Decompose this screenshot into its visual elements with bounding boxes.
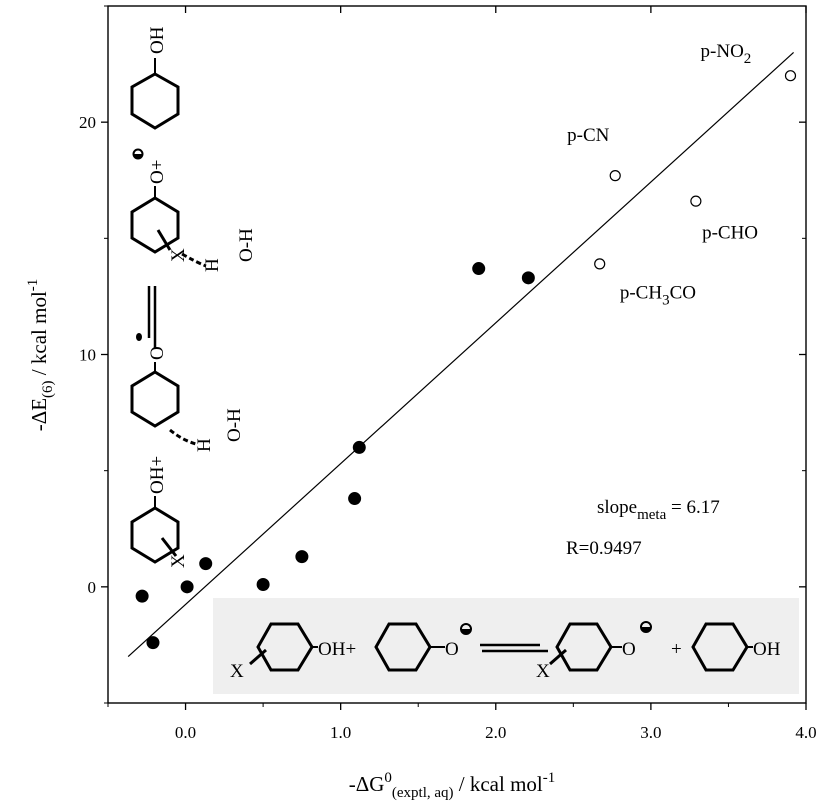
h-label: H [194, 438, 215, 452]
data-point-filled [348, 492, 362, 506]
data-point-filled [352, 440, 366, 454]
radical-dot-fill-icon [134, 154, 142, 158]
oh-label: OH [753, 639, 781, 660]
radical-dot-icon [132, 148, 144, 160]
o-label: O [622, 639, 636, 660]
point-label: p-CN [567, 125, 610, 146]
x-tick-label: 3.0 [640, 723, 661, 742]
x-tick-label: 0.0 [175, 723, 196, 742]
r-annotation: R=0.9497 [566, 538, 642, 559]
horizontal-reaction-scheme: X OH+ O X O + OH [213, 598, 799, 694]
y-tick-label: 20 [79, 113, 96, 132]
y-tick-label: 10 [79, 346, 96, 365]
o-label: O [147, 346, 168, 360]
stats-annotation: slopemeta = 6.17 R=0.9497 [566, 497, 720, 559]
x-axis-title: -ΔG0(exptl, aq) / kcal mol-1 [349, 770, 556, 801]
x-tick-label: 1.0 [330, 723, 351, 742]
x-label: X [230, 661, 244, 682]
data-point-filled [521, 271, 535, 285]
oh-label: OH [147, 26, 168, 54]
data-point-filled [472, 262, 486, 276]
oh-plus-label: OH+ [147, 456, 168, 494]
oh-vertical-label: O-H [236, 228, 257, 262]
oh-vertical-label: O-H [224, 408, 245, 442]
data-point-filled [146, 636, 160, 650]
data-point-filled [135, 589, 149, 603]
h-label: H [202, 258, 223, 272]
benzene-ring-icon [130, 72, 180, 130]
x-label: X [536, 661, 550, 682]
data-point-filled [199, 557, 213, 571]
benzene-ring-icon [130, 196, 180, 254]
data-point-open [594, 258, 606, 270]
x-tick-label: 2.0 [485, 723, 506, 742]
benzene-ring-icon [130, 506, 180, 564]
data-point-open [609, 170, 621, 182]
x-label: X [168, 248, 189, 262]
o-plus-label: O+ [147, 160, 168, 184]
y-tick-label: 0 [88, 578, 97, 597]
oh-plus-label: OH+ [318, 639, 356, 660]
data-point-filled [180, 580, 194, 594]
vertical-reaction-scheme: OH O+ X H O-H O H O-H OH+ X [130, 26, 257, 568]
y-axis-title: -ΔE(6) / kcal mol-1 [25, 279, 56, 432]
radical-dot-icon [136, 333, 142, 341]
data-point-open [784, 70, 797, 82]
point-labels: p-NO2 p-CN p-CHO p-CH3CO [567, 41, 758, 309]
axis-ticks: 0.0 1.0 2.0 3.0 4.0 0 10 20 [79, 5, 817, 742]
fit-line [127, 52, 794, 657]
x-label: X [168, 554, 189, 568]
point-label: p-CH3CO [620, 283, 696, 309]
slope-annotation: slopemeta = 6.17 [597, 497, 720, 523]
plus-label: + [671, 639, 682, 660]
o-label: O [445, 639, 459, 660]
data-point-open [690, 195, 702, 207]
data-points [135, 70, 797, 650]
x-tick-label: 4.0 [795, 723, 816, 742]
data-point-filled [295, 550, 309, 564]
point-label: p-NO2 [701, 41, 752, 67]
benzene-ring-icon [130, 370, 180, 428]
point-label: p-CHO [702, 222, 758, 243]
data-point-filled [256, 578, 270, 592]
